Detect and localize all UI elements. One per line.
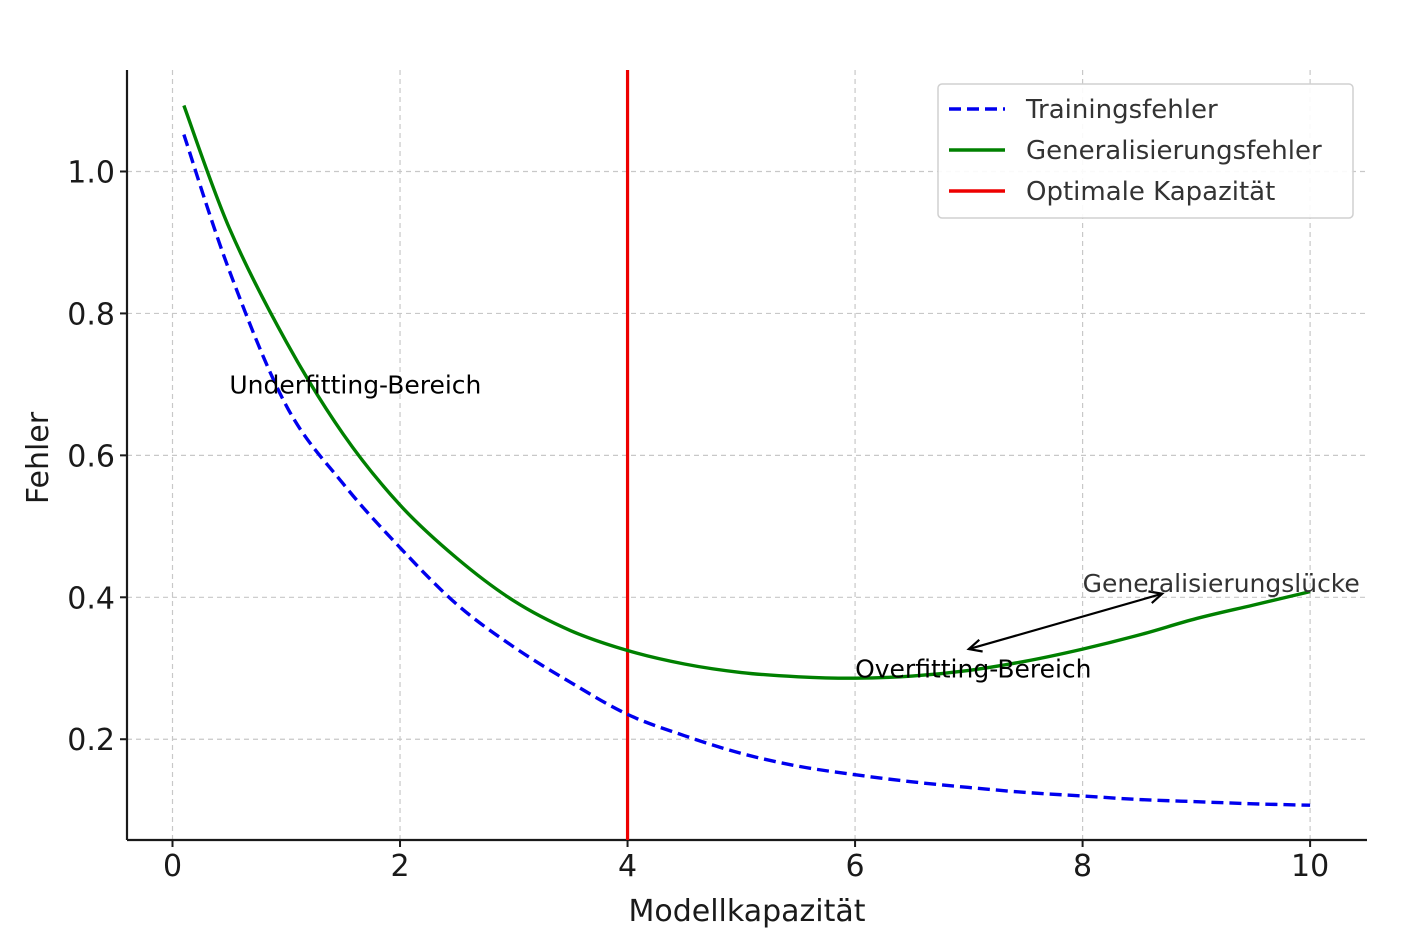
series-layer <box>182 70 1311 840</box>
x-tick-label: 2 <box>390 849 409 884</box>
overfitting-annotation: Overfitting-Bereich <box>855 654 1091 683</box>
y-axis-label: Fehler <box>21 411 56 504</box>
legend-training-error-label: Trainingsfehler <box>1025 95 1218 125</box>
x-tick-label: 8 <box>1073 849 1092 884</box>
gap-arrow-head-start <box>966 638 983 653</box>
legend-box <box>937 83 1354 219</box>
y-tick-label: 1.0 <box>67 155 115 190</box>
y-tick-label: 0.8 <box>67 297 115 332</box>
legend: Trainingsfehler Generalisierungsfehler Opt… <box>937 83 1354 219</box>
legend-optimal-capacity-label: Optimale Kapazität <box>1026 177 1275 207</box>
gap-arrow-head-end <box>1148 590 1165 604</box>
annotations: Underfitting-Bereich Overfitting-Bereich G… <box>229 370 1359 683</box>
x-tick-label: 10 <box>1291 849 1329 884</box>
axes: 0 2 4 6 8 10 0.2 0.4 0.6 0.8 1.0 <box>67 70 1367 884</box>
training-error-line <box>182 134 1311 807</box>
generalization-gap-annotation: Generalisierungslücke <box>1083 569 1360 598</box>
y-tick-label: 0.4 <box>67 581 115 616</box>
y-tick-label: 0.6 <box>67 439 115 474</box>
x-tick-label: 0 <box>163 849 182 884</box>
x-tick-label: 6 <box>846 849 865 884</box>
generalization-error-line <box>182 104 1311 680</box>
gap-arrow-line <box>968 592 1163 651</box>
legend-generalization-error-label: Generalisierungsfehler <box>1026 136 1322 166</box>
y-tick-label: 0.2 <box>67 723 115 758</box>
x-axis-label: Modellkapazität <box>628 894 865 929</box>
x-tick-label: 4 <box>618 849 637 884</box>
underfitting-annotation: Underfitting-Bereich <box>229 370 481 399</box>
